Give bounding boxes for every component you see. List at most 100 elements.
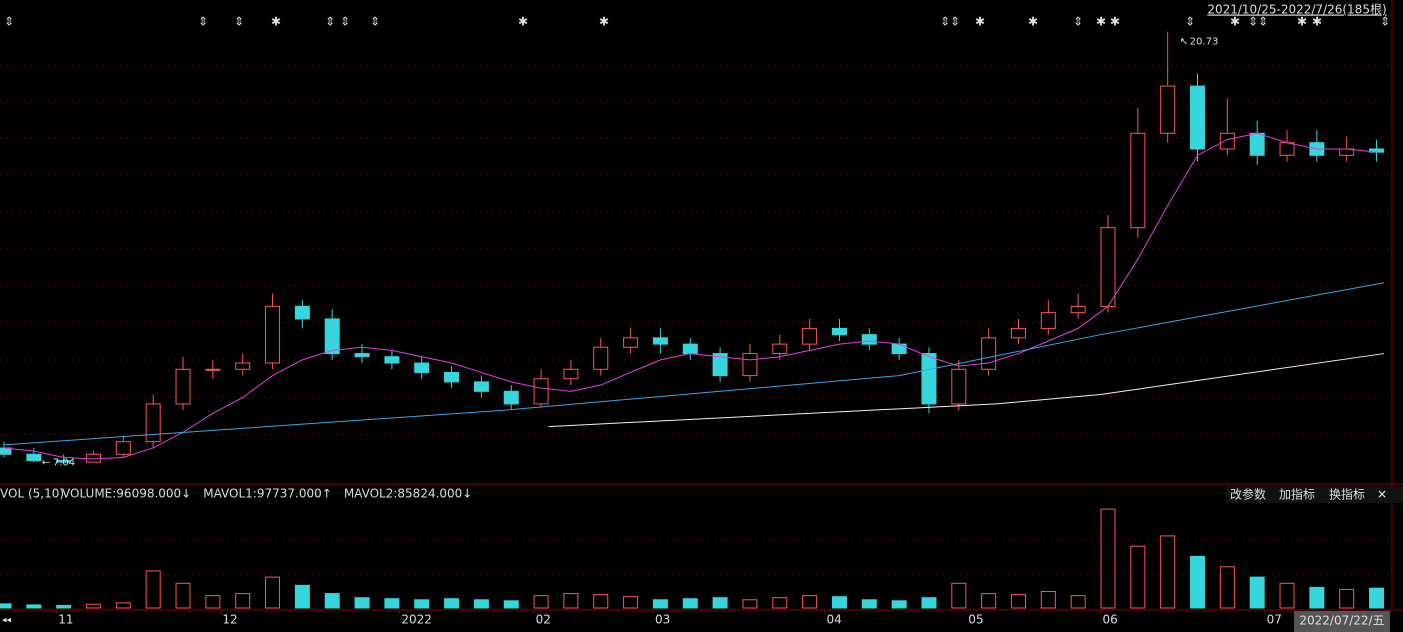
candle-body bbox=[235, 362, 251, 370]
volume-bar bbox=[56, 605, 72, 609]
volume-bar bbox=[831, 596, 847, 609]
candle-body bbox=[1190, 85, 1206, 150]
volume-bar bbox=[0, 603, 12, 609]
arrow: ← bbox=[42, 457, 50, 468]
volume-bar bbox=[235, 593, 251, 609]
x-tick-label: 12 bbox=[222, 613, 237, 627]
x-tick-label: 05 bbox=[968, 613, 983, 627]
volume-bar bbox=[1279, 582, 1295, 609]
volume-bar bbox=[1100, 508, 1116, 609]
x-tick-label: 04 bbox=[827, 613, 842, 627]
svg-text:✱: ✱ bbox=[599, 15, 609, 29]
svg-text:⇕: ⇕ bbox=[1380, 15, 1390, 29]
candle-body bbox=[921, 353, 937, 405]
arrow: ↖ bbox=[1180, 37, 1188, 48]
candle-body bbox=[682, 343, 698, 355]
candle-body bbox=[473, 381, 489, 392]
moving-average bbox=[3, 282, 1385, 446]
volume-bar bbox=[503, 600, 519, 609]
volume-legend: MAVOL1:97737.000↑ bbox=[203, 487, 332, 501]
svg-text:⇕: ⇕ bbox=[370, 15, 380, 29]
candle-body bbox=[175, 368, 191, 405]
cursor-date: 2022/07/22/五 bbox=[1299, 614, 1384, 628]
volume-bar bbox=[1040, 591, 1056, 609]
candle-body bbox=[1010, 327, 1026, 339]
volume-bar bbox=[891, 600, 907, 609]
x-tick-label: 07 bbox=[1267, 613, 1282, 627]
button[interactable]: 加指标 bbox=[1279, 487, 1315, 502]
event-markers: ⇕ ⇕ ⇕ ✱ ⇕ ⇕ ⇕ ✱ ✱ ⇕⇕ ✱ ✱ ⇕ ✱ ✱ ⇕ ✱ ⇕⇕ ✱ ✱ ⇕ bbox=[4, 15, 1390, 29]
x-tick-label: 06 bbox=[1103, 613, 1118, 627]
candle-body bbox=[802, 327, 818, 345]
volume-bar bbox=[593, 594, 609, 609]
volume-bar bbox=[1070, 595, 1086, 609]
svg-text:✱: ✱ bbox=[518, 15, 528, 29]
candle-body bbox=[951, 368, 967, 405]
volume-bar bbox=[294, 584, 310, 609]
candle-body bbox=[533, 378, 549, 405]
indicator-toolbar bbox=[1226, 486, 1403, 503]
volume-bar bbox=[623, 596, 639, 609]
candle-body bbox=[145, 403, 161, 443]
candle-body bbox=[1040, 312, 1056, 329]
candle-body bbox=[563, 368, 579, 380]
volume-legend: VOLUME:96098.000↓ bbox=[62, 487, 191, 501]
volume-bar bbox=[921, 597, 937, 609]
scroll-left[interactable]: ◂◂ bbox=[2, 616, 12, 626]
volume-bar bbox=[802, 595, 818, 609]
candle-body bbox=[1249, 132, 1265, 156]
volume-bar bbox=[26, 604, 42, 609]
volume-bar bbox=[1369, 587, 1385, 609]
svg-text:⇕: ⇕ bbox=[1185, 15, 1195, 29]
min-label: 7.04 bbox=[53, 457, 75, 468]
volume-bar bbox=[1339, 588, 1355, 609]
candle-body bbox=[86, 453, 102, 463]
volume-bar bbox=[772, 597, 788, 609]
candle-body bbox=[265, 305, 281, 364]
moving-average bbox=[3, 132, 1377, 460]
volume-bar bbox=[414, 599, 430, 609]
volume-bar bbox=[533, 595, 549, 609]
volume-bar bbox=[324, 593, 340, 609]
svg-text:✱: ✱ bbox=[1230, 15, 1240, 29]
volume-legend: MAVOL2:85824.000↓ bbox=[344, 487, 473, 501]
candle-body bbox=[772, 343, 788, 355]
volume-bar bbox=[951, 582, 967, 609]
volume-bar bbox=[1309, 586, 1325, 609]
volume-bar bbox=[354, 597, 370, 609]
candle-body bbox=[414, 362, 430, 373]
volume-bar bbox=[563, 593, 579, 609]
volume-bar bbox=[1160, 535, 1176, 609]
date-box bbox=[1294, 611, 1390, 632]
candle-body bbox=[205, 368, 221, 371]
button[interactable]: 改参数 bbox=[1230, 487, 1266, 502]
candle-body bbox=[593, 346, 609, 370]
volume-bar bbox=[444, 598, 460, 609]
candle-body bbox=[831, 327, 847, 336]
candle-body bbox=[324, 318, 340, 355]
candle-body bbox=[384, 356, 400, 364]
candle-body bbox=[444, 371, 460, 383]
volume-bar bbox=[1219, 566, 1235, 609]
svg-text:✱: ✱ bbox=[1312, 15, 1322, 29]
volume-bar bbox=[265, 576, 281, 609]
max-label: 20.73 bbox=[1190, 37, 1219, 48]
volume-bar bbox=[861, 599, 877, 609]
range-title: 2021/10/25-2022/7/26(185根) bbox=[1207, 3, 1386, 17]
volume-bar bbox=[175, 582, 191, 609]
grid bbox=[0, 0, 1403, 611]
x-tick-label: 02 bbox=[536, 613, 551, 627]
candle-body bbox=[861, 334, 877, 345]
button[interactable]: 换指标 bbox=[1329, 487, 1365, 502]
svg-text:⇕: ⇕ bbox=[340, 15, 350, 29]
volume-bar bbox=[742, 599, 758, 609]
volume-bar bbox=[1010, 594, 1026, 609]
volume-bar bbox=[86, 603, 102, 609]
volume-bar bbox=[652, 599, 668, 609]
volume-bar bbox=[682, 598, 698, 609]
candle-body bbox=[891, 343, 907, 355]
close-button[interactable]: ✕ bbox=[1377, 488, 1387, 502]
volume-indicator-name: VOL (5,10) bbox=[0, 487, 64, 501]
candle-body bbox=[981, 337, 997, 370]
